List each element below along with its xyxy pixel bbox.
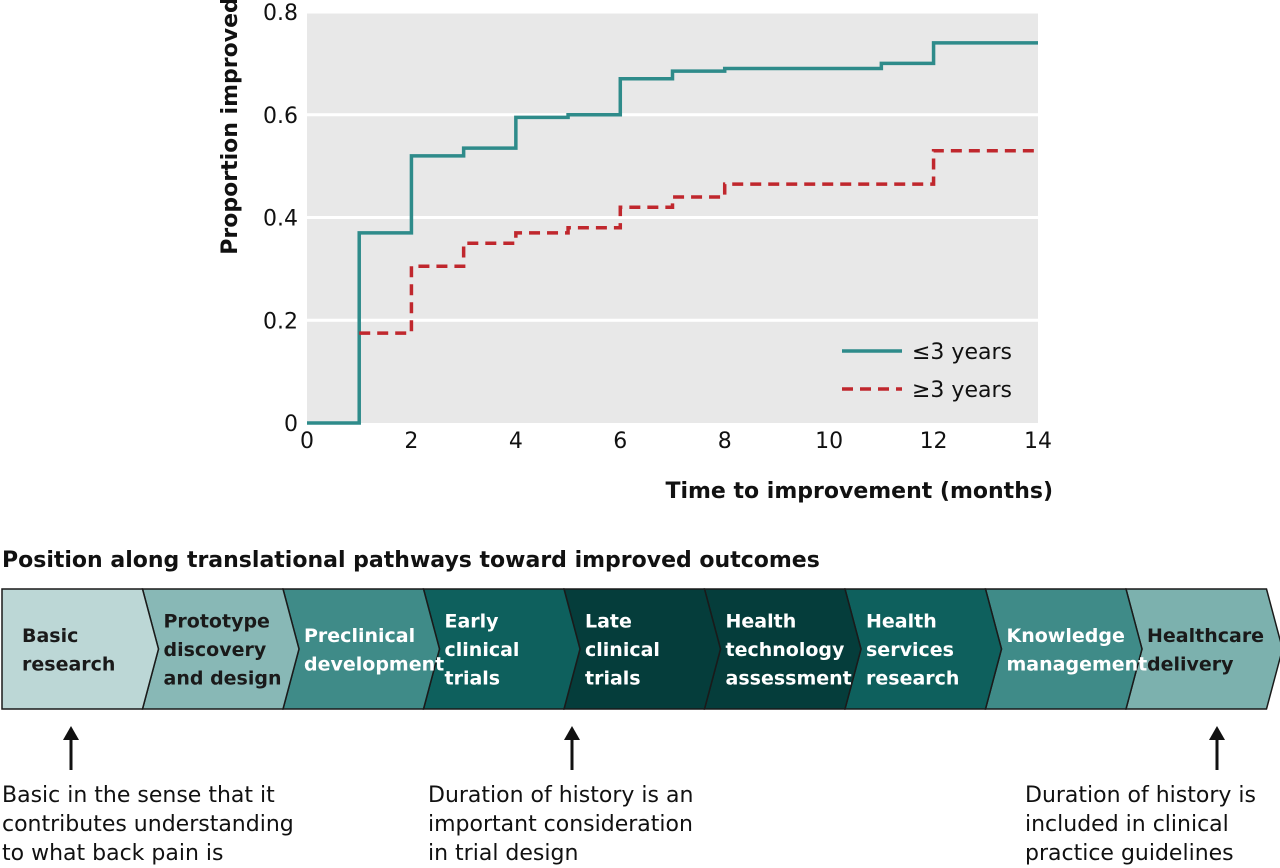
note-trial-design: Duration of history is an important cons… — [428, 781, 693, 868]
note-guidelines: Duration of history is included in clini… — [1025, 781, 1256, 868]
pathway-stage-label: delivery — [1147, 653, 1234, 675]
series-lines — [307, 41, 1038, 425]
x-tick-label: 14 — [1024, 429, 1052, 454]
x-tick-label: 4 — [509, 429, 523, 454]
note-line: to what back pain is — [2, 841, 224, 866]
pathway-stage-shape — [984, 588, 1143, 710]
y-tick-label: 0 — [284, 412, 298, 437]
pathway-stage-label: Health — [866, 611, 937, 633]
legend: ≤3 years ≥3 years — [842, 340, 1012, 403]
note-line: important consideration — [428, 812, 693, 837]
translational-pathway: Basic research Prototype discovery and desig… — [1, 588, 1280, 710]
legend-label-short-history: ≤3 years — [912, 340, 1012, 365]
pathway-stage-label: and design — [164, 668, 282, 690]
note-line: Basic in the sense that it — [2, 783, 275, 808]
pathway-stage-label: development — [304, 653, 444, 675]
pathway-stage-label: trials — [585, 668, 641, 690]
pathway-stage-shape — [282, 588, 441, 710]
x-tick-label: 8 — [718, 429, 732, 454]
legend-label-long-history: ≥3 years — [912, 378, 1012, 403]
pathway-stage-label: research — [22, 653, 115, 675]
pathway-stage-label: research — [866, 668, 959, 690]
x-tick-label: 10 — [815, 429, 843, 454]
note-line: contributes understanding — [2, 812, 294, 837]
x-tick-label: 6 — [613, 429, 627, 454]
pathway-stage-label: Knowledge — [1007, 625, 1125, 647]
series-line-long-history — [359, 148, 1038, 335]
pathway-stage-label: Health — [726, 611, 797, 633]
pathway-stage-label: Early — [445, 611, 500, 633]
pathway-stage-label: Prototype — [164, 611, 270, 633]
note-line: in trial design — [428, 841, 579, 866]
pathway-stage-label: clinical — [445, 639, 520, 661]
arrow-up-icon — [564, 726, 580, 770]
pathway-stage-label: clinical — [585, 639, 660, 661]
y-axis-title: Proportion improved — [218, 0, 243, 255]
note-line: included in clinical — [1025, 812, 1229, 837]
note-line: practice guidelines — [1025, 841, 1234, 866]
x-tick-label: 12 — [920, 429, 948, 454]
pathway-stage-label: Late — [585, 611, 632, 633]
pathway-stage-label: management — [1007, 653, 1148, 675]
note-basic-research: Basic in the sense that it contributes u… — [2, 781, 294, 868]
x-axis-title: Time to improvement (months) — [665, 479, 1053, 504]
pathway-stage-label: trials — [445, 668, 501, 690]
gridlines — [307, 10, 1038, 322]
y-tick-labels: 0 0.2 0.4 0.6 0.8 — [263, 1, 298, 437]
pathway-stage-label: Basic — [22, 625, 78, 647]
arrow-up-icon — [63, 726, 79, 770]
pathway-stage-label: technology — [726, 639, 846, 661]
series-line-short-history — [307, 41, 1038, 425]
x-tick-label: 2 — [404, 429, 418, 454]
x-tick-label: 0 — [300, 429, 314, 454]
pathway-stage-label: Healthcare — [1147, 625, 1264, 647]
pathway-stage-shape — [1, 588, 160, 710]
pathway-title: Position along translational pathways to… — [2, 548, 820, 573]
y-tick-label: 0.2 — [263, 309, 298, 334]
arrow-up-icon — [1209, 726, 1225, 770]
note-line: Duration of history is — [1025, 783, 1256, 808]
note-line: Duration of history is an — [428, 783, 694, 808]
pathway-stage-shape — [1125, 588, 1280, 710]
y-tick-label: 0.8 — [263, 1, 298, 26]
x-tick-labels: 0 2 4 6 8 10 12 14 — [300, 429, 1052, 454]
survival-chart: 0 0.2 0.4 0.6 0.8 0 2 4 6 8 10 12 14 Proportion imp… — [218, 0, 1053, 504]
pathway-stage-label: Preclinical — [304, 625, 415, 647]
pathway-stage-label: discovery — [164, 639, 267, 661]
pathway-stage-label: assessment — [726, 668, 852, 690]
y-tick-label: 0.4 — [263, 207, 298, 232]
y-tick-label: 0.6 — [263, 104, 298, 129]
pathway-stage-label: services — [866, 639, 954, 661]
